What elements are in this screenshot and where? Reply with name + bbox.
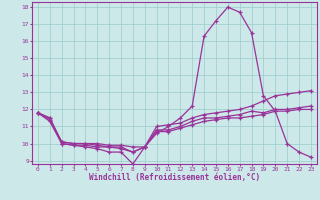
X-axis label: Windchill (Refroidissement éolien,°C): Windchill (Refroidissement éolien,°C) <box>89 173 260 182</box>
